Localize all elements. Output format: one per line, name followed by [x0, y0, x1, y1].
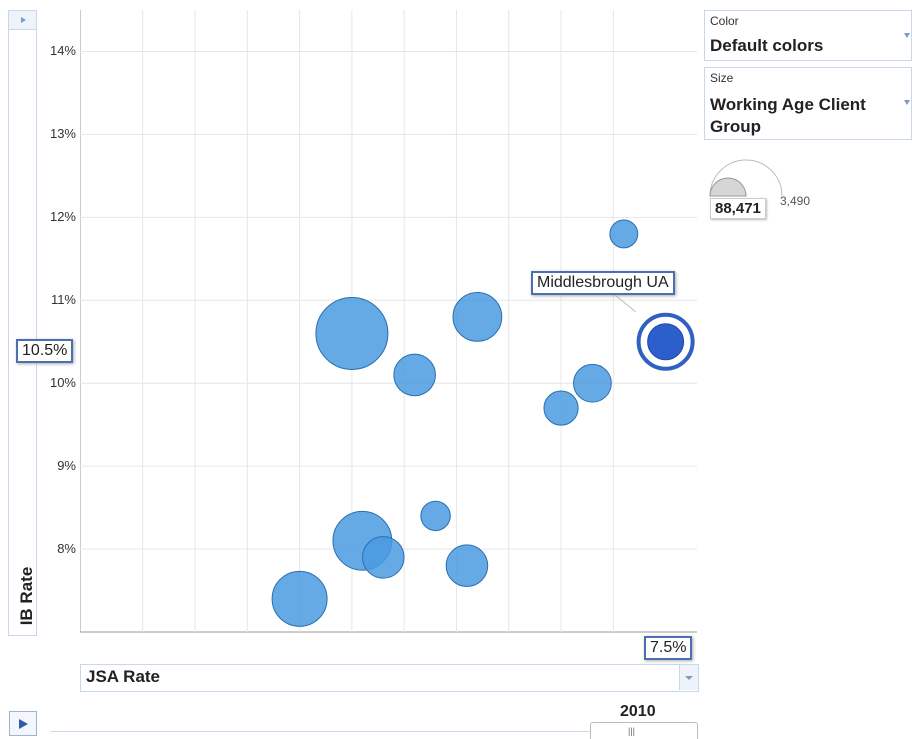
bubble	[573, 363, 612, 403]
size-selector-value-line1: Working Age Client	[710, 95, 866, 114]
bubble-chart-plot[interactable]: 2.5%3%3.5%4%4.5%5%5.5%6%6.5%7%	[80, 10, 697, 634]
x-axis-title: JSA Rate	[86, 667, 161, 686]
tooltip-leader-line	[614, 294, 636, 313]
size-legend-highlighted-value: 88,471	[710, 198, 766, 219]
year-label: 2010	[620, 703, 656, 720]
y-tick-label: 12%	[49, 209, 76, 225]
bubble-highlighted	[647, 323, 685, 361]
play-button[interactable]	[9, 711, 37, 736]
bubble	[420, 500, 451, 532]
bubble	[609, 219, 639, 249]
play-icon	[19, 718, 28, 729]
x-axis-selector[interactable]	[80, 664, 699, 692]
color-selector-value: Default colors	[710, 36, 824, 55]
y-tick-label: 9%	[57, 458, 76, 474]
y-tick-label: 11%	[50, 292, 76, 308]
bubble	[393, 353, 436, 397]
bubble	[445, 544, 489, 587]
y-tick-label: 13%	[49, 126, 76, 142]
y-value-readout: 10.5%	[16, 339, 74, 363]
y-tick-label: 10%	[49, 375, 76, 391]
dropdown-icon[interactable]	[679, 665, 698, 690]
expand-arrow-icon[interactable]	[8, 10, 37, 30]
color-selector[interactable]: Color Default colors	[704, 10, 912, 61]
y-tick-label: 14%	[49, 43, 76, 59]
bubble	[452, 291, 503, 342]
bubble	[543, 390, 579, 426]
bubble	[315, 296, 389, 370]
bubble	[361, 536, 405, 579]
size-selector[interactable]: Size Working Age Client Group	[704, 67, 912, 140]
y-axis-selector[interactable]	[8, 10, 37, 636]
dropdown-icon[interactable]	[903, 68, 911, 139]
timeline-track[interactable]	[50, 731, 697, 739]
bubble	[271, 570, 328, 627]
size-legend-max-value: 3,490	[780, 194, 811, 208]
grip-icon: |||	[628, 726, 636, 736]
size-legend	[709, 159, 783, 197]
color-selector-label: Color	[710, 14, 739, 28]
bubble-tooltip: Middlesbrough UA	[531, 271, 675, 295]
y-axis-title: IB Rate	[17, 566, 36, 626]
x-value-readout: 7.5%	[644, 636, 693, 660]
size-selector-value-line2: Group	[710, 117, 761, 136]
timeline-slider-thumb[interactable]	[590, 722, 698, 739]
dropdown-icon[interactable]	[903, 11, 911, 60]
y-tick-label: 8%	[57, 541, 76, 557]
size-selector-label: Size	[710, 71, 734, 85]
